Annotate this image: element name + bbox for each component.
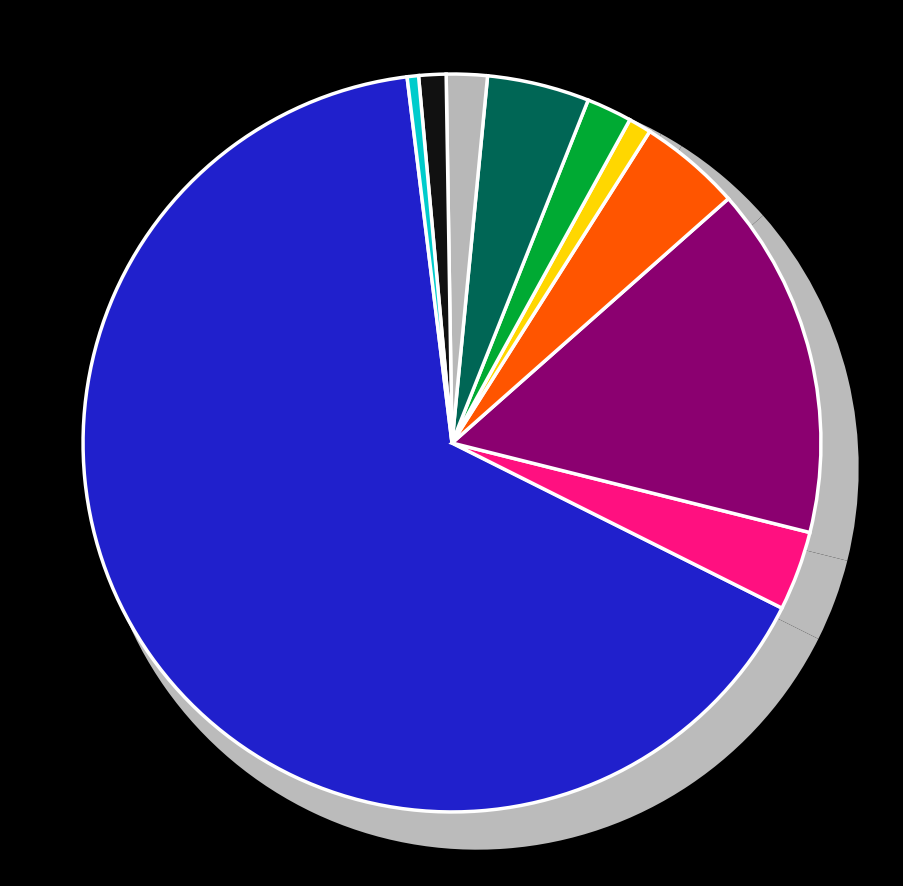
Wedge shape <box>96 89 817 850</box>
Wedge shape <box>452 76 588 443</box>
Wedge shape <box>477 134 681 468</box>
Wedge shape <box>83 77 781 812</box>
Wedge shape <box>430 89 477 468</box>
Wedge shape <box>418 74 452 443</box>
Wedge shape <box>477 89 618 468</box>
Wedge shape <box>452 198 820 532</box>
Wedge shape <box>406 75 452 443</box>
Wedge shape <box>477 146 762 468</box>
Wedge shape <box>477 215 858 561</box>
Wedge shape <box>477 113 660 468</box>
Wedge shape <box>442 87 477 468</box>
Wedge shape <box>470 87 514 468</box>
Wedge shape <box>452 120 649 443</box>
Wedge shape <box>477 468 846 639</box>
Wedge shape <box>446 74 487 443</box>
Wedge shape <box>452 443 809 608</box>
Wedge shape <box>452 100 629 443</box>
Wedge shape <box>452 131 728 443</box>
